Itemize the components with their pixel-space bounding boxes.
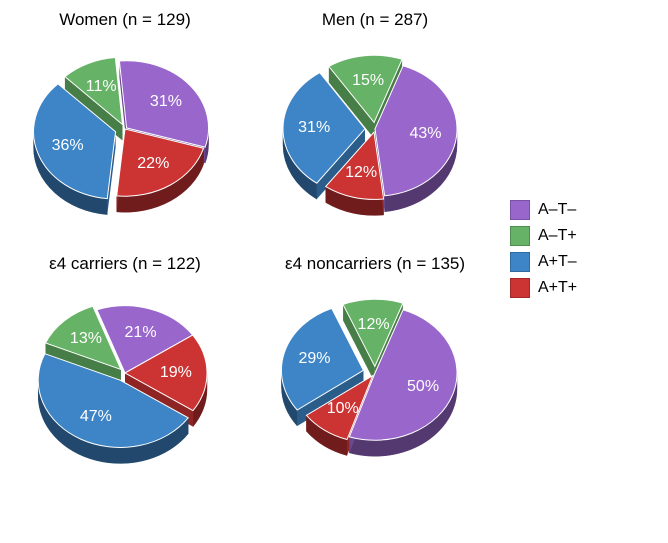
- chart-wrap-women: 31%22%36%11%: [10, 34, 240, 244]
- legend: A–T– A–T+ A+T– A+T+: [510, 194, 577, 304]
- chart-title-women: Women (n = 129): [10, 10, 240, 30]
- chart-title-e4carriers: ε4 carriers (n = 122): [10, 254, 240, 274]
- legend-swatch-A+T+: [510, 278, 530, 298]
- legend-label-A-T-: A–T–: [538, 201, 576, 219]
- chart-cell-e4carriers: ε4 carriers (n = 122) 21%19%47%13%: [10, 254, 240, 488]
- chart-wrap-e4carriers: 21%19%47%13%: [10, 278, 240, 488]
- legend-item-A+T+: A+T+: [510, 278, 577, 298]
- pie-svg-e4non: [260, 278, 490, 488]
- legend-swatch-A-T+: [510, 226, 530, 246]
- legend-label-A+T+: A+T+: [538, 279, 577, 297]
- chart-cell-e4non: ε4 noncarriers (n = 135) 50%10%29%12%: [260, 254, 490, 488]
- legend-label-A+T-: A+T–: [538, 253, 577, 271]
- chart-title-e4non: ε4 noncarriers (n = 135): [260, 254, 490, 274]
- legend-item-A-T-: A–T–: [510, 200, 577, 220]
- pie-svg-women: [10, 34, 240, 244]
- pie-grid: Women (n = 129)31%22%36%11%Men (n = 287)…: [10, 10, 490, 488]
- chart-wrap-e4non: 50%10%29%12%: [260, 278, 490, 488]
- chart-cell-men: Men (n = 287) 43%12%31%15%: [260, 10, 490, 244]
- legend-swatch-A-T-: [510, 200, 530, 220]
- chart-cell-women: Women (n = 129) 31%22%36%11%: [10, 10, 240, 244]
- pie-svg-e4carriers: [10, 278, 240, 488]
- legend-label-A-T+: A–T+: [538, 227, 577, 245]
- legend-item-A+T-: A+T–: [510, 252, 577, 272]
- legend-swatch-A+T-: [510, 252, 530, 272]
- legend-item-A-T+: A–T+: [510, 226, 577, 246]
- chart-title-men: Men (n = 287): [260, 10, 490, 30]
- figure-container: Women (n = 129)31%22%36%11%Men (n = 287)…: [10, 10, 658, 488]
- pie-svg-men: [260, 34, 490, 244]
- chart-wrap-men: 43%12%31%15%: [260, 34, 490, 244]
